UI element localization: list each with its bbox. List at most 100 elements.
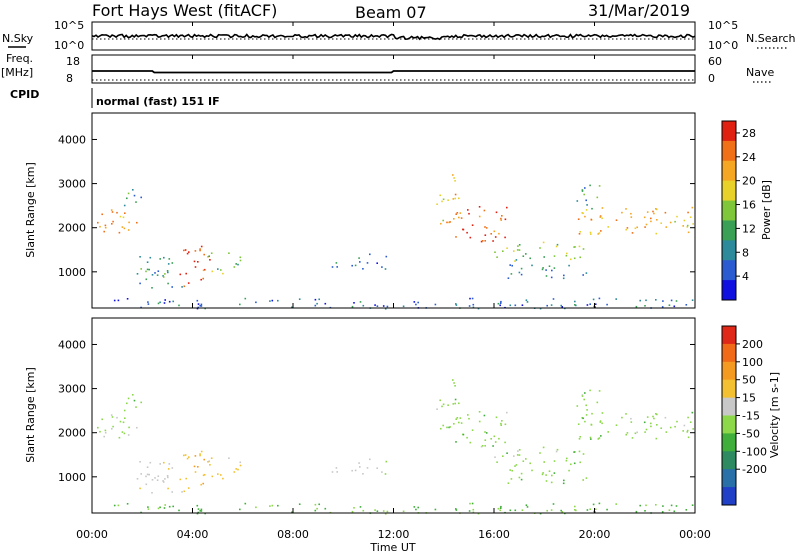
velocity-cell xyxy=(194,471,197,473)
velocity-cell xyxy=(269,505,271,507)
velocity-cell xyxy=(353,507,355,509)
power-cell xyxy=(500,217,502,220)
power-cell xyxy=(655,208,657,210)
velocity-cell xyxy=(374,509,376,511)
velocity-cell xyxy=(455,509,458,511)
power-cell xyxy=(574,304,576,306)
power-cell xyxy=(653,212,655,215)
power-cell xyxy=(324,302,327,305)
velocity-cell xyxy=(484,431,486,433)
velocity-cell xyxy=(164,478,166,480)
velocity-cell xyxy=(197,466,199,468)
power-cell xyxy=(582,248,585,250)
velocity-cell xyxy=(670,504,673,507)
velocity-cell xyxy=(417,506,419,509)
power-cell xyxy=(589,184,591,187)
power-cell xyxy=(518,271,521,274)
power-cell xyxy=(354,264,357,267)
power-cell xyxy=(316,302,318,305)
power-cell xyxy=(596,196,599,199)
velocity-cell xyxy=(199,510,201,512)
velocity-cell xyxy=(504,423,507,426)
power-cell xyxy=(269,300,271,302)
velocity-cell xyxy=(291,511,293,514)
power-cell xyxy=(644,305,646,307)
power-cell xyxy=(113,299,116,302)
velocity-cell xyxy=(171,491,173,493)
power-cell xyxy=(686,226,689,228)
velocity-cell xyxy=(507,482,510,484)
power-cell xyxy=(509,264,511,266)
velocity-cell xyxy=(472,508,475,511)
x-tick-label: 16:00 xyxy=(478,528,510,541)
power-cell xyxy=(525,299,528,301)
power-cell xyxy=(157,302,160,305)
nsky-tick-top: 10^5 xyxy=(54,19,84,32)
power-cell xyxy=(171,262,174,264)
velocity-cell xyxy=(539,452,541,454)
velocity-cell xyxy=(509,469,511,471)
colorbar-segment xyxy=(722,415,736,434)
power-cell xyxy=(550,304,553,306)
velocity-cell xyxy=(154,477,156,479)
power-cell xyxy=(585,272,588,274)
power-cell xyxy=(183,285,186,288)
velocity-cell xyxy=(145,483,148,486)
power-cell xyxy=(462,228,465,231)
velocity-cell xyxy=(577,423,580,425)
velocity-cell xyxy=(495,416,498,419)
velocity-cell xyxy=(415,508,417,511)
power-cell xyxy=(271,299,274,302)
power-cell xyxy=(104,226,107,229)
power-cell xyxy=(636,226,638,229)
velocity-cell xyxy=(369,458,371,461)
power-cell xyxy=(200,303,203,306)
colorbar-segment xyxy=(722,433,736,452)
velocity-cell xyxy=(298,503,301,505)
power-cell xyxy=(592,298,595,301)
velocity-cell xyxy=(506,452,508,454)
velocity-cell xyxy=(551,474,553,477)
velocity-cell xyxy=(460,422,463,424)
power-cell xyxy=(500,300,502,303)
power-cell xyxy=(358,257,360,259)
power-cell xyxy=(314,298,317,301)
power-cell xyxy=(499,304,501,307)
nsky-label: N.Sky xyxy=(2,32,34,45)
power-cell xyxy=(163,302,166,304)
power-cell xyxy=(682,225,684,227)
freq-line xyxy=(92,70,695,74)
power-cell xyxy=(574,300,576,303)
power-cell xyxy=(441,200,443,203)
velocity-cell xyxy=(385,460,388,463)
velocity-cell xyxy=(193,465,196,468)
power-cell xyxy=(652,210,654,213)
velocity-cell xyxy=(336,471,338,473)
velocity-cell xyxy=(117,504,120,507)
power-cell xyxy=(127,229,130,231)
velocity-cell xyxy=(581,395,584,397)
velocity-cell xyxy=(492,445,494,447)
velocity-cell xyxy=(200,508,203,511)
power-cell xyxy=(335,262,338,264)
velocity-cell xyxy=(478,420,481,423)
velocity-cell xyxy=(237,468,239,471)
velocity-cell xyxy=(596,401,599,404)
velocity-cell xyxy=(199,454,201,457)
velocity-cell xyxy=(589,436,592,439)
velocity-cell xyxy=(459,417,462,419)
power-cell xyxy=(111,223,113,225)
colorbar-segment xyxy=(722,240,736,261)
velocity-cell xyxy=(151,492,153,494)
power-cell xyxy=(140,268,142,270)
power-cell xyxy=(581,190,584,192)
power-cell xyxy=(656,208,658,211)
nave-tick-bottom: 0 xyxy=(708,72,715,85)
velocity-cell xyxy=(636,431,638,434)
velocity-cell xyxy=(186,457,189,460)
velocity-cell xyxy=(552,503,555,505)
velocity-cell xyxy=(244,502,247,505)
power-cell xyxy=(691,299,694,301)
velocity-cell xyxy=(625,433,627,436)
power-cell xyxy=(442,198,445,201)
